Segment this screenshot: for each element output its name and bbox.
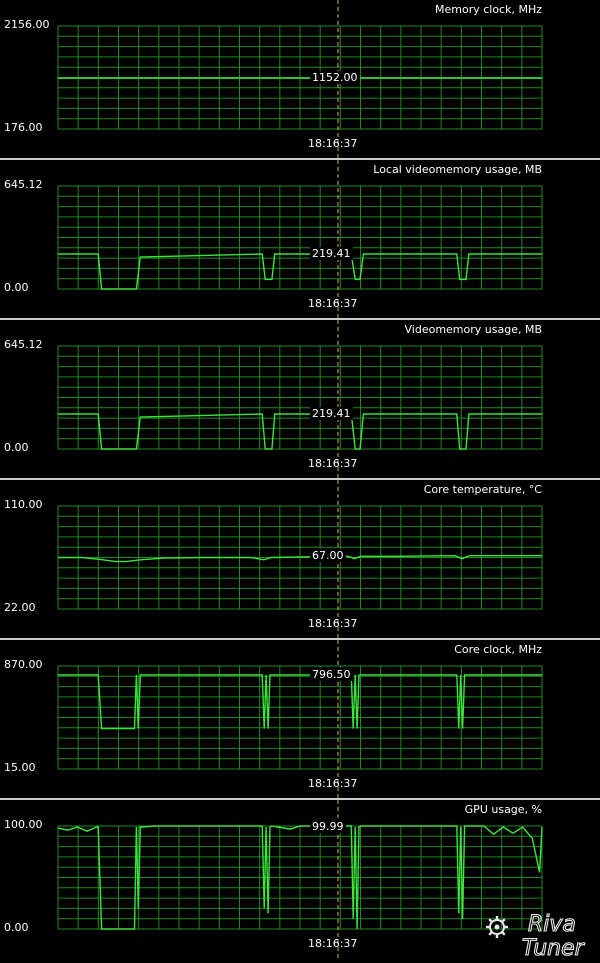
time-label: 18:16:37 — [308, 297, 358, 310]
chart-plot — [57, 0, 543, 159]
chart-title: Core temperature, °C — [423, 483, 542, 496]
y-axis-min-label: 0.00 — [4, 921, 29, 934]
y-axis-min-label: 22.00 — [4, 601, 36, 614]
chart-panel: Core clock, MHz 870.00 15.00 18:16:37 796.50 — [0, 640, 600, 799]
y-axis-max-label: 645.12 — [4, 178, 43, 191]
gear-icon — [486, 916, 508, 938]
chart-title: Videomemory usage, MB — [404, 323, 543, 336]
chart-plot — [57, 640, 543, 799]
chart-plot — [57, 320, 543, 479]
y-axis-max-label: 645.12 — [4, 338, 43, 351]
series-line — [58, 554, 542, 563]
logo-text-bottom: Tuner — [522, 936, 586, 960]
series-line — [58, 674, 542, 730]
y-axis-max-label: 2156.00 — [4, 18, 50, 31]
time-label: 18:16:37 — [308, 137, 358, 150]
current-value-label: 1152.00 — [310, 71, 360, 85]
y-axis-min-label: 15.00 — [4, 761, 36, 774]
panel-separator — [0, 158, 600, 160]
chart-title: Core clock, MHz — [454, 643, 542, 656]
chart-plot — [57, 160, 543, 319]
logo-text-top: Riva — [528, 912, 576, 937]
panel-separator — [0, 478, 600, 480]
panel-separator — [0, 798, 600, 800]
time-label: 18:16:37 — [308, 777, 358, 790]
y-axis-max-label: 110.00 — [4, 498, 43, 511]
chart-panel: Memory clock, MHz 2156.00 176.00 18:16:37 11… — [0, 0, 600, 159]
y-axis-min-label: 0.00 — [4, 441, 29, 454]
current-value-label: 67.00 — [310, 548, 346, 562]
chart-panel: Local videomemory usage, MB 645.12 0.00 18:… — [0, 160, 600, 319]
current-value-label: 796.50 — [310, 667, 353, 681]
y-axis-min-label: 176.00 — [4, 121, 43, 134]
rivatuner-logo: Riva Tuner — [486, 911, 586, 960]
current-value-label: 219.41 — [310, 246, 353, 260]
panel-separator — [0, 318, 600, 320]
chart-title: Local videomemory usage, MB — [373, 163, 542, 176]
time-label: 18:16:37 — [308, 617, 358, 630]
chart-title: GPU usage, % — [464, 803, 542, 816]
y-axis-min-label: 0.00 — [4, 281, 29, 294]
time-label: 18:16:37 — [308, 937, 358, 950]
chart-title: Memory clock, MHz — [434, 3, 542, 16]
time-label: 18:16:37 — [308, 457, 358, 470]
chart-plot — [57, 480, 543, 639]
chart-panel: Core temperature, °C 110.00 22.00 18:16:37 6… — [0, 480, 600, 639]
panel-separator — [0, 638, 600, 640]
y-axis-max-label: 870.00 — [4, 658, 43, 671]
chart-panel: Videomemory usage, MB 645.12 0.00 18:16:37 2… — [0, 320, 600, 479]
current-value-label: 99.99 — [310, 820, 346, 834]
series-line — [57, 825, 543, 930]
chart-plot — [57, 800, 543, 959]
y-axis-max-label: 100.00 — [4, 818, 43, 831]
current-value-label: 219.41 — [310, 406, 353, 420]
